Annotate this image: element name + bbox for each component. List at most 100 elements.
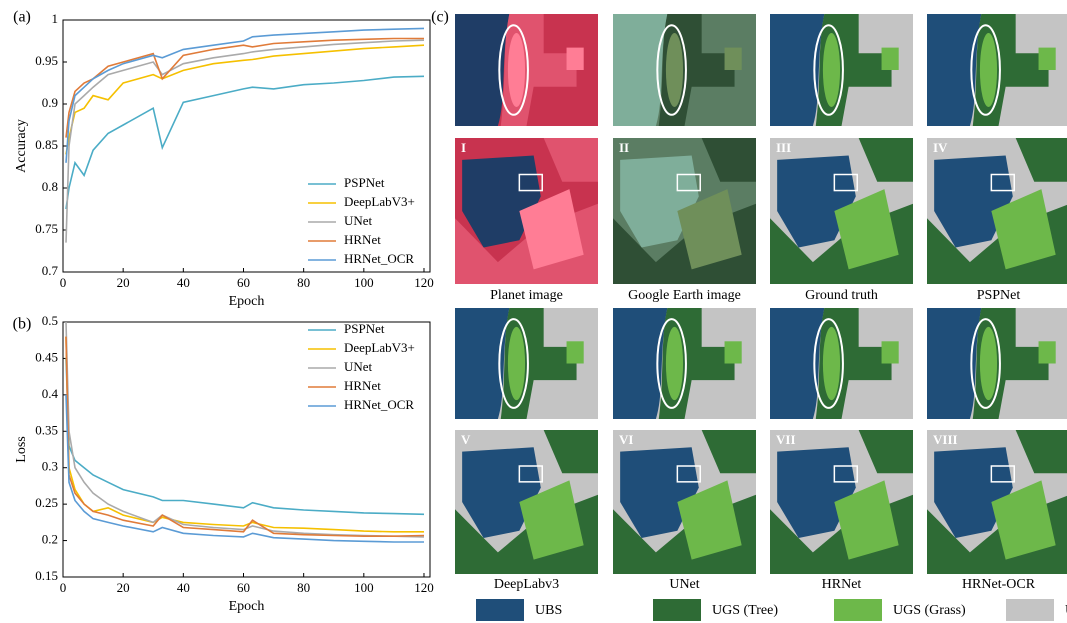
tile-numeral: III xyxy=(776,140,791,155)
highlight xyxy=(990,465,1015,483)
grass xyxy=(1038,341,1056,364)
tile-numeral: I xyxy=(461,140,466,155)
legend-label: PSPNet xyxy=(344,175,385,190)
x-tick-label: 60 xyxy=(237,580,250,595)
image-tile: III xyxy=(770,138,913,284)
grass xyxy=(677,189,742,270)
y-tick-label: 0.5 xyxy=(42,313,58,328)
image-tile xyxy=(613,308,756,419)
image-caption: DeepLabv3 xyxy=(494,577,559,592)
data-line xyxy=(65,75,425,210)
water xyxy=(927,14,982,126)
y-tick-label: 0.3 xyxy=(42,459,58,474)
image-caption: PSPNet xyxy=(977,288,1021,303)
x-tick-label: 0 xyxy=(60,275,67,290)
legend-label: UNet xyxy=(344,213,373,228)
image-tile xyxy=(455,308,598,419)
x-tick-label: 120 xyxy=(414,275,434,290)
image-tile xyxy=(927,308,1067,419)
highlight xyxy=(813,24,844,116)
grass xyxy=(881,47,899,70)
y-tick-label: 0.9 xyxy=(42,95,58,110)
data-line xyxy=(65,358,425,516)
highlight xyxy=(656,24,687,116)
grass xyxy=(724,341,742,364)
water xyxy=(770,14,825,126)
image-caption: Planet image xyxy=(490,288,563,303)
panel-label: (b) xyxy=(13,316,32,333)
tile-numeral: VIII xyxy=(933,432,958,447)
tree xyxy=(858,430,913,474)
y-tick-label: 0.85 xyxy=(35,137,58,152)
y-tick-label: 0.15 xyxy=(35,568,58,583)
x-tick-label: 0 xyxy=(60,580,67,595)
water xyxy=(934,447,1013,538)
y-axis-label: Accuracy xyxy=(14,119,29,173)
image-tile: V xyxy=(455,430,598,574)
legend-label: HRNet xyxy=(344,378,381,393)
panel-label: (c) xyxy=(431,9,449,26)
tile-numeral: IV xyxy=(933,140,948,155)
legend-swatch xyxy=(834,599,882,621)
legend-label: UGS (Tree) xyxy=(712,603,778,618)
tile-numeral: VI xyxy=(619,432,633,447)
y-tick-label: 0.7 xyxy=(42,263,59,278)
image-tile xyxy=(613,14,756,126)
legend-label: DeepLabV3+ xyxy=(344,194,415,209)
tile-numeral: V xyxy=(461,432,471,447)
grass xyxy=(665,33,684,107)
highlight xyxy=(970,24,1001,116)
image-caption: Ground truth xyxy=(805,288,878,303)
legend-label: UNet xyxy=(344,359,373,374)
grass xyxy=(991,189,1056,270)
water xyxy=(613,14,668,126)
legend-label: UGS (Grass) xyxy=(893,603,966,618)
image-tile xyxy=(770,308,913,419)
x-tick-label: 20 xyxy=(117,275,130,290)
legend-swatch xyxy=(1006,599,1054,621)
legend-swatch xyxy=(653,599,701,621)
legend-label: HRNet_OCR xyxy=(344,251,414,266)
water xyxy=(613,308,668,419)
grass xyxy=(665,326,684,401)
highlight xyxy=(833,173,858,192)
water xyxy=(777,447,856,538)
grass xyxy=(822,33,841,107)
water xyxy=(927,308,982,419)
x-tick-label: 60 xyxy=(237,275,250,290)
plot-frame xyxy=(62,321,431,578)
x-tick-label: 40 xyxy=(177,275,190,290)
data-line xyxy=(65,27,425,163)
data-line xyxy=(65,39,425,243)
highlight xyxy=(518,465,543,483)
y-tick-label: 0.75 xyxy=(35,221,58,236)
legend-label: PSPNet xyxy=(344,321,385,336)
highlight xyxy=(676,465,701,483)
image-caption: Google Earth image xyxy=(628,288,741,303)
legend-swatch xyxy=(476,599,524,621)
grass xyxy=(724,47,742,70)
y-tick-label: 0.8 xyxy=(42,179,58,194)
x-tick-label: 100 xyxy=(354,580,374,595)
grass xyxy=(519,480,584,560)
water xyxy=(777,155,856,248)
grass xyxy=(822,326,841,401)
water xyxy=(620,155,699,248)
image-tile: VIII xyxy=(927,430,1067,574)
legend-label: UIS xyxy=(1065,603,1067,618)
x-axis-label: Epoch xyxy=(229,294,265,309)
highlight xyxy=(833,465,858,483)
legend-label: UBS xyxy=(535,603,562,618)
y-tick-label: 0.45 xyxy=(35,349,58,364)
y-tick-label: 0.25 xyxy=(35,495,58,510)
grass xyxy=(507,326,526,401)
highlight xyxy=(656,318,687,409)
grass xyxy=(979,326,998,401)
tile-numeral: VII xyxy=(776,432,796,447)
tree xyxy=(701,138,756,182)
grass xyxy=(566,341,584,364)
grass xyxy=(677,480,742,560)
y-tick-label: 0.35 xyxy=(35,422,58,437)
panel-label: (a) xyxy=(13,9,31,26)
image-caption: HRNet xyxy=(822,577,862,592)
